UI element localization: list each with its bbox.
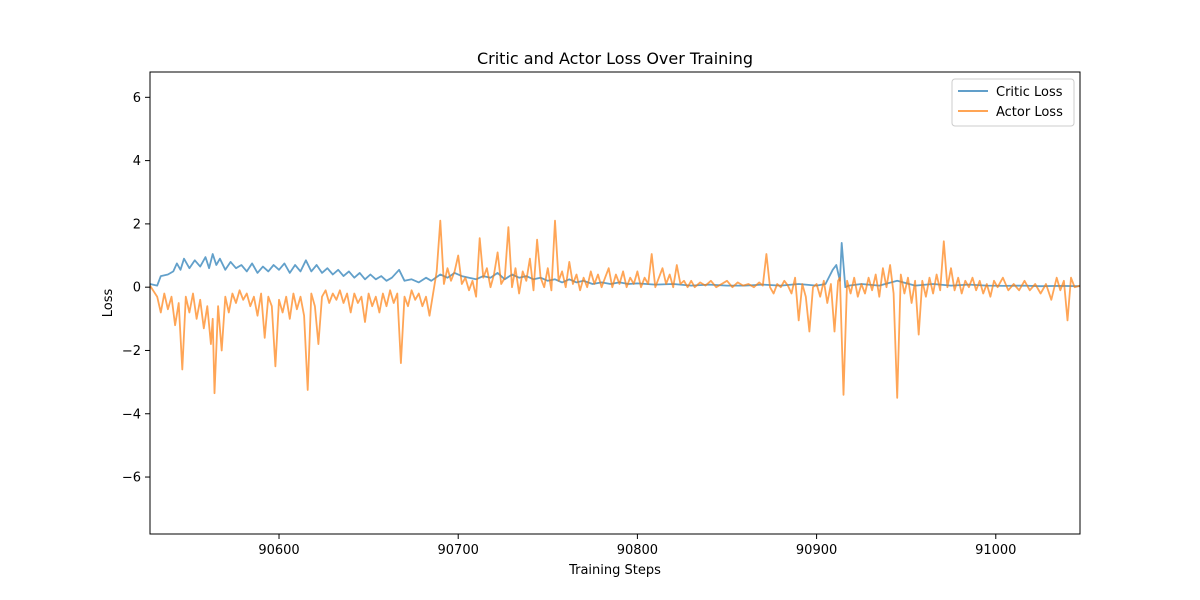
legend-label-critic-loss: Critic Loss — [996, 85, 1063, 100]
y-tick-label: −4 — [122, 407, 141, 422]
x-tick-label: 90900 — [796, 543, 837, 558]
y-tick-label: 2 — [133, 217, 141, 232]
y-axis: −6 −4 −2 0 2 4 6 — [122, 91, 150, 486]
y-tick-label: −6 — [122, 471, 141, 486]
y-axis-title: Loss — [101, 289, 116, 318]
x-axis-title: Training Steps — [568, 563, 661, 578]
series-line-actor-loss — [149, 219, 1081, 399]
y-tick-label: 4 — [133, 154, 141, 169]
series-line-critic-loss — [149, 242, 1081, 289]
y-tick-label: 6 — [133, 91, 141, 106]
x-tick-label: 90600 — [258, 543, 299, 558]
y-tick-label: 0 — [133, 281, 141, 296]
plot-area — [150, 72, 1080, 534]
legend-label-actor-loss: Actor Loss — [996, 105, 1063, 120]
x-axis: 90600 90700 90800 90900 91000 — [258, 534, 1016, 558]
series-lines — [149, 219, 1081, 399]
y-tick-label: −2 — [122, 344, 141, 359]
chart-title: Critic and Actor Loss Over Training — [477, 49, 753, 68]
x-tick-label: 90700 — [438, 543, 479, 558]
x-tick-label: 91000 — [975, 543, 1016, 558]
legend: Critic Loss Actor Loss — [951, 78, 1075, 127]
plot-frame — [149, 71, 1081, 535]
x-tick-label: 90800 — [617, 543, 658, 558]
